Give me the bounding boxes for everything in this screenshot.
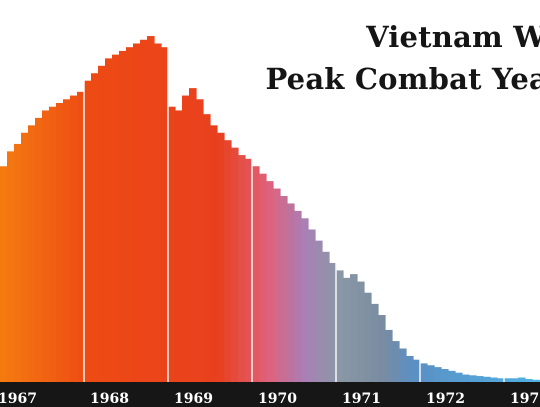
bar-4 bbox=[28, 125, 36, 382]
bar-10 bbox=[70, 95, 78, 382]
bar-53 bbox=[371, 303, 379, 382]
bar-38 bbox=[266, 181, 274, 382]
bar-29 bbox=[203, 114, 211, 382]
x-tick-label-1972: 1972 bbox=[426, 391, 465, 407]
bar-19 bbox=[133, 43, 141, 382]
bar-13 bbox=[91, 73, 99, 383]
bar-49 bbox=[343, 277, 351, 382]
bar-0 bbox=[0, 166, 8, 382]
x-tick-label-1969: 1969 bbox=[174, 391, 213, 407]
bar-22 bbox=[154, 43, 162, 382]
bar-69 bbox=[483, 376, 491, 382]
bar-76 bbox=[532, 379, 540, 382]
bar-24 bbox=[168, 106, 176, 382]
bar-9 bbox=[63, 99, 71, 382]
bar-73 bbox=[511, 378, 519, 382]
bar-3 bbox=[21, 132, 29, 382]
bar-63 bbox=[441, 368, 449, 382]
x-axis-band bbox=[0, 382, 540, 407]
bar-60 bbox=[420, 363, 428, 382]
x-tick-label-1970: 1970 bbox=[258, 391, 297, 407]
bar-8 bbox=[56, 103, 64, 382]
bar-6 bbox=[42, 110, 50, 382]
bar-59 bbox=[413, 359, 421, 382]
bar-37 bbox=[259, 173, 267, 382]
bar-12 bbox=[84, 80, 92, 383]
bar-18 bbox=[126, 47, 134, 382]
x-axis-year-labels: 1967 1968 1969 1970 1971 1972 1973 bbox=[0, 391, 540, 407]
bar-61 bbox=[427, 365, 435, 382]
bar-52 bbox=[364, 292, 372, 382]
year-dividers bbox=[83, 10, 505, 407]
bar-36 bbox=[252, 166, 260, 382]
bar-54 bbox=[378, 315, 386, 382]
bar-55 bbox=[385, 329, 393, 382]
bar-44 bbox=[308, 229, 316, 382]
bar-67 bbox=[469, 375, 477, 382]
bar-46 bbox=[322, 251, 330, 382]
bar-41 bbox=[287, 203, 295, 382]
bar-45 bbox=[315, 240, 323, 382]
bar-47 bbox=[329, 262, 337, 382]
bar-11 bbox=[77, 91, 85, 382]
bar-75 bbox=[525, 379, 533, 382]
bar-16 bbox=[112, 54, 120, 382]
x-tick-label-1968: 1968 bbox=[90, 391, 129, 407]
bar-26 bbox=[182, 95, 190, 382]
bar-50 bbox=[350, 274, 358, 382]
x-tick-label-1971: 1971 bbox=[342, 391, 381, 407]
bar-58 bbox=[406, 355, 414, 382]
bar-33 bbox=[231, 147, 239, 382]
x-tick-label-1967: 1967 bbox=[0, 391, 37, 407]
bar-71 bbox=[497, 378, 505, 382]
bar-17 bbox=[119, 50, 127, 383]
bar-21 bbox=[147, 36, 155, 382]
bar-74 bbox=[518, 377, 526, 382]
bar-40 bbox=[280, 196, 288, 382]
bar-31 bbox=[217, 132, 225, 382]
bar-5 bbox=[35, 117, 43, 382]
bar-28 bbox=[196, 99, 204, 382]
bar-1 bbox=[7, 151, 15, 382]
bar-72 bbox=[504, 378, 512, 382]
bar-70 bbox=[490, 377, 498, 382]
bar-57 bbox=[399, 348, 407, 382]
bar-34 bbox=[238, 155, 246, 382]
bar-27 bbox=[189, 88, 197, 383]
bar-64 bbox=[448, 370, 456, 382]
bar-20 bbox=[140, 39, 148, 382]
bar-48 bbox=[336, 270, 344, 382]
bar-30 bbox=[210, 125, 218, 382]
bar-2 bbox=[14, 143, 22, 382]
bar-66 bbox=[462, 374, 470, 382]
bar-39 bbox=[273, 188, 281, 382]
bar-14 bbox=[98, 65, 106, 383]
bar-7 bbox=[49, 106, 57, 382]
bar-42 bbox=[294, 210, 302, 382]
bar-15 bbox=[105, 58, 113, 383]
bar-68 bbox=[476, 376, 484, 382]
bar-23 bbox=[161, 47, 169, 382]
bars-layer bbox=[0, 36, 540, 383]
bar-56 bbox=[392, 341, 400, 382]
chart-title-line-1: Vietnam W bbox=[366, 20, 540, 54]
bar-62 bbox=[434, 367, 442, 382]
chart-title-line-2: Peak Combat Yea bbox=[265, 62, 540, 96]
bar-51 bbox=[357, 281, 365, 382]
bar-25 bbox=[175, 110, 183, 382]
bar-35 bbox=[245, 158, 253, 382]
bar-32 bbox=[224, 140, 232, 382]
bar-43 bbox=[301, 218, 309, 382]
x-tick-label-1973: 1973 bbox=[510, 391, 540, 407]
bar-65 bbox=[455, 372, 463, 382]
